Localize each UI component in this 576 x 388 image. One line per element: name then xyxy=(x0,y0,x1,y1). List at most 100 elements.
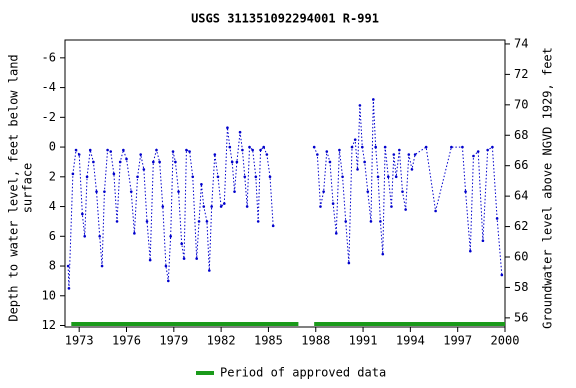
data-point xyxy=(98,234,101,238)
data-point xyxy=(125,157,128,161)
data-point xyxy=(328,160,332,164)
data-point xyxy=(174,160,177,164)
data-point xyxy=(338,148,341,152)
y-tick-label: 12 xyxy=(42,318,56,332)
data-point xyxy=(238,130,242,134)
data-point xyxy=(392,153,396,156)
data-point xyxy=(155,148,158,152)
y2-axis-label: Groundwater level above NGVD 1929, feet xyxy=(541,47,555,329)
data-point xyxy=(109,150,113,153)
y-tick-label: -2 xyxy=(42,110,56,124)
data-point xyxy=(191,175,195,179)
x-tick-label: 1976 xyxy=(112,334,141,348)
y2-tick-label: 68 xyxy=(514,128,528,142)
approved-period xyxy=(71,322,299,326)
data-point xyxy=(122,148,125,152)
x-tick-label: 1973 xyxy=(65,334,94,348)
data-point xyxy=(152,160,155,164)
data-point xyxy=(180,242,184,246)
data-point xyxy=(360,145,364,149)
data-point xyxy=(486,148,489,152)
data-point xyxy=(319,205,322,208)
y2-tick-label: 66 xyxy=(514,158,528,172)
data-point xyxy=(268,175,272,179)
data-point xyxy=(491,145,494,149)
data-point xyxy=(344,220,348,223)
data-point xyxy=(81,212,84,216)
data-point xyxy=(251,148,254,152)
data-point xyxy=(434,209,437,213)
data-point xyxy=(256,220,260,223)
data-point xyxy=(77,153,81,156)
data-point xyxy=(316,153,319,156)
data-point xyxy=(461,145,464,149)
data-point xyxy=(95,190,98,193)
data-point xyxy=(219,205,223,208)
y-axis-label: Depth to water level, feet below land xyxy=(7,54,21,321)
data-point xyxy=(83,234,87,238)
x-tick-label: 1991 xyxy=(349,334,378,348)
data-point xyxy=(161,205,165,208)
data-point xyxy=(322,190,325,193)
data-point xyxy=(164,264,168,268)
y-tick-label: -4 xyxy=(42,80,56,94)
data-point xyxy=(182,257,186,260)
data-point xyxy=(233,190,236,193)
y2-tick-label: 72 xyxy=(514,67,528,81)
series-line xyxy=(67,99,503,289)
y-tick-label: 6 xyxy=(49,229,56,243)
data-point xyxy=(245,205,249,208)
data-point xyxy=(369,220,373,223)
data-point xyxy=(358,104,362,107)
y2-tick-label: 64 xyxy=(514,189,528,203)
data-point xyxy=(350,145,354,149)
data-point xyxy=(331,202,335,205)
data-point xyxy=(254,175,258,179)
x-tick-label: 1979 xyxy=(159,334,188,348)
data-point xyxy=(476,150,480,153)
data-point xyxy=(197,220,201,223)
approved-period xyxy=(314,322,505,326)
data-point xyxy=(469,249,472,253)
data-point xyxy=(353,138,357,141)
data-point xyxy=(376,175,380,179)
data-point xyxy=(500,273,504,277)
data-point xyxy=(366,190,370,193)
data-point xyxy=(394,175,398,179)
data-point xyxy=(118,160,122,164)
legend-label: Period of approved data xyxy=(220,366,386,380)
data-point xyxy=(115,220,119,223)
x-tick-label: 1994 xyxy=(396,334,425,348)
y2-tick-label: 74 xyxy=(514,36,528,50)
data-point xyxy=(464,190,467,193)
y-tick-label: 8 xyxy=(49,259,56,273)
x-tick-label: 1985 xyxy=(254,334,283,348)
data-point xyxy=(334,232,338,235)
data-point xyxy=(235,160,239,164)
x-tick-label: 1997 xyxy=(443,334,472,348)
data-point xyxy=(88,148,92,152)
data-point xyxy=(262,145,266,149)
data-point xyxy=(372,98,375,101)
data-point xyxy=(139,153,142,156)
data-point xyxy=(226,126,229,130)
data-point xyxy=(347,261,351,265)
chart-title: USGS 311351092294001 R-991 xyxy=(191,12,379,26)
data-point xyxy=(248,145,251,149)
data-point xyxy=(222,202,226,205)
y-tick-label: 2 xyxy=(49,169,56,183)
data-point xyxy=(177,190,180,193)
y-tick-label: 0 xyxy=(49,140,56,154)
data-point xyxy=(195,257,198,260)
data-point xyxy=(158,160,161,164)
data-point xyxy=(312,145,316,149)
data-point xyxy=(407,153,411,156)
data-point xyxy=(213,153,217,156)
data-point xyxy=(210,205,213,208)
y2-tick-label: 56 xyxy=(514,310,528,324)
data-point xyxy=(363,160,366,164)
data-point xyxy=(85,175,89,179)
data-point xyxy=(103,190,106,193)
data-point xyxy=(92,160,95,164)
